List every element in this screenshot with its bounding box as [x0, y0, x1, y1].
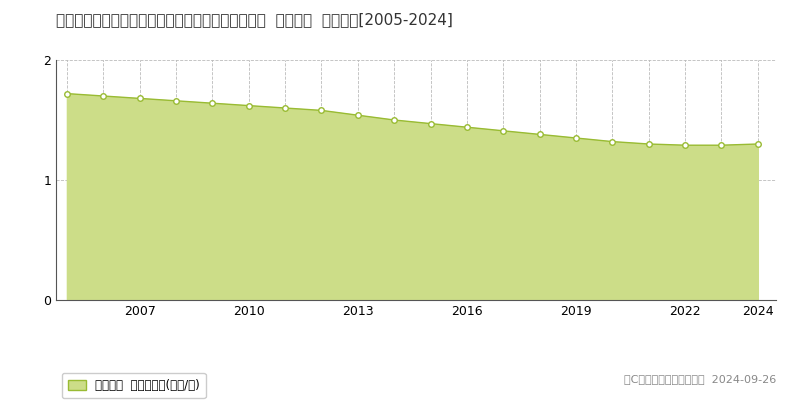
- Text: （C）土地価格ドットコム  2024-09-26: （C）土地価格ドットコム 2024-09-26: [624, 374, 776, 384]
- Legend: 基準地価  平均坪単価(万円/坪): 基準地価 平均坪単価(万円/坪): [62, 373, 206, 398]
- Text: 佐賀県杵島郡白石町大字福富下分字大福３１９５番  基準地価  地価推移[2005-2024]: 佐賀県杵島郡白石町大字福富下分字大福３１９５番 基準地価 地価推移[2005-2…: [56, 12, 453, 27]
